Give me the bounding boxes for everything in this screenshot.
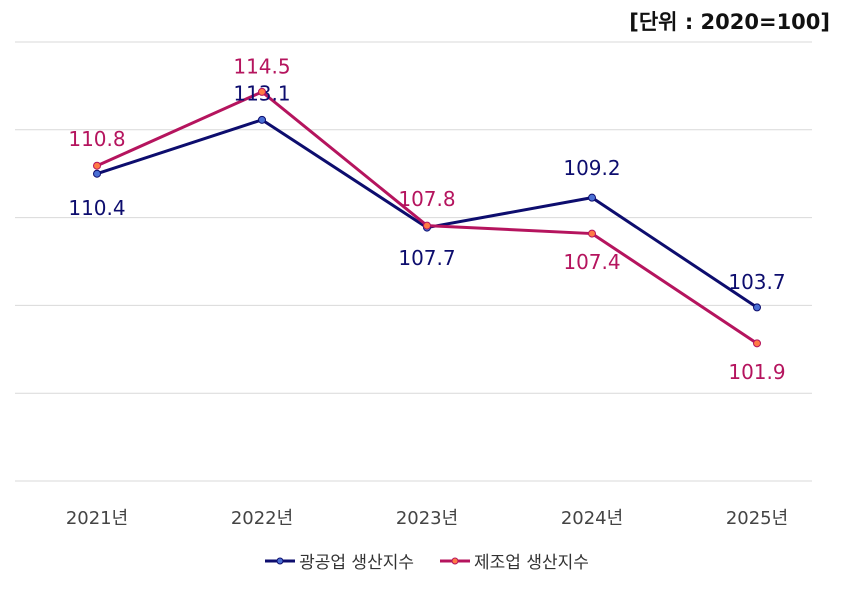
x-tick-label: 2024년 — [561, 508, 623, 529]
data-label: 110.8 — [68, 127, 125, 151]
data-point — [258, 87, 266, 96]
legend-item-series0: 광공업 생산지수 — [265, 548, 414, 573]
data-point — [423, 221, 431, 230]
line-chart: 2021년2022년2023년2024년2025년110.4113.1107.7… — [15, 41, 812, 529]
data-label: 103.7 — [728, 270, 785, 294]
data-point — [93, 161, 101, 170]
legend-item-series1: 제조업 생산지수 — [440, 548, 589, 573]
data-label: 101.9 — [728, 360, 785, 384]
data-point — [753, 339, 761, 348]
data-point — [588, 193, 596, 202]
x-tick-label: 2023년 — [396, 508, 458, 529]
data-point — [93, 169, 101, 178]
x-tick-label: 2025년 — [726, 508, 788, 529]
data-label: 107.7 — [398, 246, 455, 270]
legend-label-series0: 광공업 생산지수 — [299, 553, 414, 573]
unit-label: [단위 : 2020=100] — [629, 10, 830, 34]
x-tick-label: 2022년 — [231, 508, 293, 529]
data-label: 110.4 — [68, 196, 125, 220]
data-label: 107.8 — [398, 187, 455, 211]
legend: 광공업 생산지수 제조업 생산지수 — [0, 548, 854, 573]
legend-swatch-series0 — [265, 557, 296, 564]
data-label: 107.4 — [563, 250, 620, 274]
legend-label-series1: 제조업 생산지수 — [474, 553, 589, 573]
data-point — [258, 115, 266, 124]
data-point — [588, 229, 596, 238]
data-label: 109.2 — [563, 156, 620, 180]
x-tick-label: 2021년 — [66, 508, 128, 529]
data-point — [753, 303, 761, 312]
data-label: 114.5 — [233, 54, 290, 78]
legend-swatch-series1 — [440, 557, 470, 564]
